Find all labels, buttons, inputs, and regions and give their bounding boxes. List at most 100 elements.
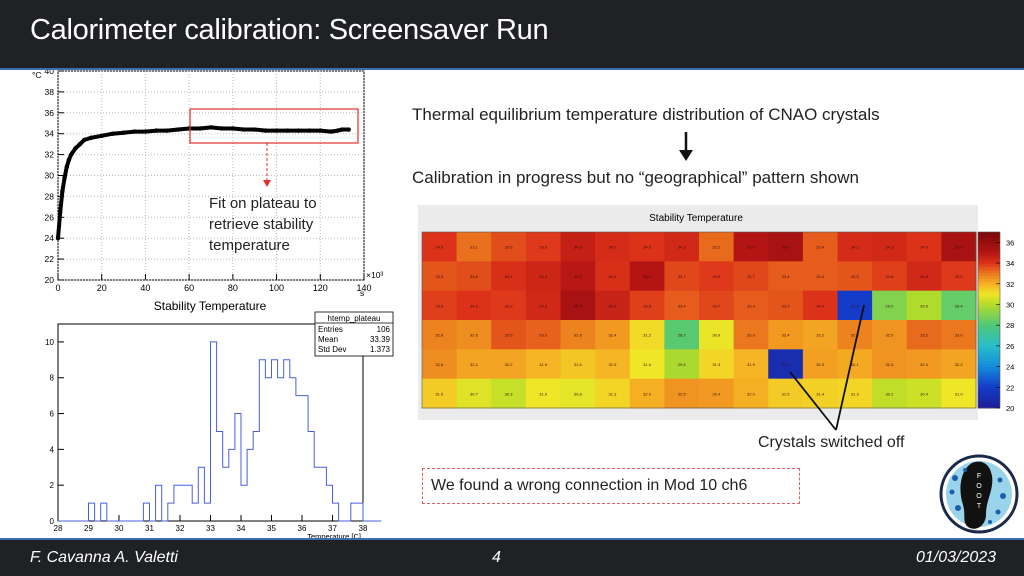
heatmap-cell [629, 232, 665, 262]
heatmap-cell [733, 290, 769, 321]
heatmap-cell-value: 33.0 [747, 333, 756, 338]
colorbar-segment [978, 255, 1000, 259]
colorbar-segment [978, 393, 1000, 397]
heatmap-cell-value: 31.6 [574, 362, 583, 367]
heatmap-cell [802, 378, 838, 409]
heatmap-cell-value: 33.4 [782, 274, 791, 279]
heatmap-cell-value: 32.4 [609, 333, 618, 338]
heatmap-cell-value: 32.4 [712, 391, 721, 396]
colorbar-segment [978, 366, 1000, 371]
heatmap-cell [456, 232, 492, 262]
data-point [57, 209, 63, 215]
heatmap-cell [456, 290, 492, 321]
y-tick-label: 2 [50, 481, 55, 490]
heatmap-cell-value: 34.0 [643, 245, 652, 250]
svg-text:O: O [976, 483, 982, 490]
heatmap-cell-value: 33.2 [712, 245, 721, 250]
colorbar-segment [978, 399, 1000, 403]
colorbar-segment [978, 302, 1000, 306]
heatmap-cell [595, 320, 631, 350]
heatmap-cell [629, 320, 665, 350]
heatmap-cell [872, 349, 908, 380]
x-tick-label: 32 [176, 524, 185, 533]
heatmap-cell [802, 320, 838, 350]
x-tick-label: 140 [356, 283, 371, 293]
heatmap-cell [837, 261, 873, 292]
heatmap-cell-value: 33.6 [470, 274, 479, 279]
data-point [165, 128, 170, 133]
colorbar-segment [978, 372, 1000, 377]
heatmap-cell-value: 35.4 [574, 303, 583, 308]
heatmap-cell [664, 349, 700, 380]
heatmap-cell [699, 261, 735, 292]
heatmap-cell [422, 349, 458, 380]
heatmap-cell [733, 232, 769, 262]
stats-label: Std Dev [318, 345, 346, 354]
x-tick-label: 36 [298, 524, 307, 533]
heatmap-cell [802, 290, 838, 321]
heatmap-cell [560, 261, 596, 292]
heatmap-cell-value: 34.3 [886, 245, 895, 250]
heatmap-cell [560, 349, 596, 380]
colorbar-segment [978, 273, 1000, 277]
heatmap-cell [906, 290, 942, 321]
heatmap-cell-value: 32.0 [643, 391, 652, 396]
colorbar-segment [978, 320, 1000, 324]
heatmap-cell-value: 33.1 [470, 245, 479, 250]
data-point [252, 127, 257, 132]
thermal-text: Thermal equilibrium temperature distribu… [412, 105, 880, 124]
colorbar-segment [978, 240, 1000, 245]
heatmap-cell-value: 32.2 [505, 362, 514, 367]
heatmap-cell [422, 290, 458, 321]
footer-date: 01/03/2023 [916, 549, 997, 566]
plateau-arrow-head [263, 180, 271, 187]
slide-header: Calorimeter calibration: Screensaver Run [0, 0, 1024, 70]
colorbar-segment [978, 364, 1000, 368]
x-axis-label: s [360, 288, 364, 298]
heatmap-cell-value: 34.9 [574, 274, 583, 279]
heatmap-cell-value: 32.0 [747, 391, 756, 396]
x-tick-label: 100 [269, 283, 284, 293]
heatmap-cell [422, 320, 458, 350]
colorbar-segment [978, 352, 1000, 356]
colorbar-tick-label: 32 [1006, 280, 1014, 289]
heatmap-cell [456, 261, 492, 292]
data-point [263, 128, 268, 133]
heatmap-cell [906, 349, 942, 380]
heatmap-cell-value: 33.9 [955, 274, 964, 279]
heatmap-cell [906, 378, 942, 409]
svg-text:T: T [977, 503, 982, 510]
heatmap-cell [491, 232, 527, 262]
colorbar-segment [978, 281, 1000, 286]
data-point [62, 175, 67, 180]
colorbar-segment [978, 278, 1000, 283]
x-tick-label: 35 [267, 524, 276, 533]
heatmap-cell [595, 261, 631, 292]
heatmap-cell-value: 30.9 [712, 333, 721, 338]
data-point [230, 126, 236, 131]
heatmap-cell [664, 290, 700, 321]
heatmap-cell-value: 33.4 [816, 245, 825, 250]
data-point [66, 157, 72, 163]
colorbar-segment [978, 396, 1000, 400]
y-tick-label: 8 [50, 374, 55, 383]
fit-note-line-2: retrieve stability [209, 216, 314, 233]
heatmap-cell [699, 349, 735, 380]
colorbar-tick-label: 24 [1006, 363, 1014, 372]
heatmap-cell [872, 261, 908, 292]
heatmap-cell [768, 232, 804, 262]
data-point [60, 188, 65, 194]
data-point [64, 164, 69, 170]
heatmap-cell-value: 33.9 [505, 303, 514, 308]
heatmap-cell [768, 349, 804, 380]
colorbar-segment [978, 331, 1000, 336]
heatmap-cell-value: 33.3 [539, 333, 548, 338]
colorbar-segment [978, 293, 1000, 298]
colorbar-segment [978, 267, 1000, 271]
wrong-connection-callout: We found a wrong connection in Mod 10 ch… [422, 468, 800, 504]
heatmap-cell-value: 28.2 [678, 333, 687, 338]
colorbar-segment [978, 358, 1000, 362]
data-point [154, 128, 159, 133]
x-tick-label: 80 [228, 283, 238, 293]
colorbar-segment [978, 234, 1000, 239]
